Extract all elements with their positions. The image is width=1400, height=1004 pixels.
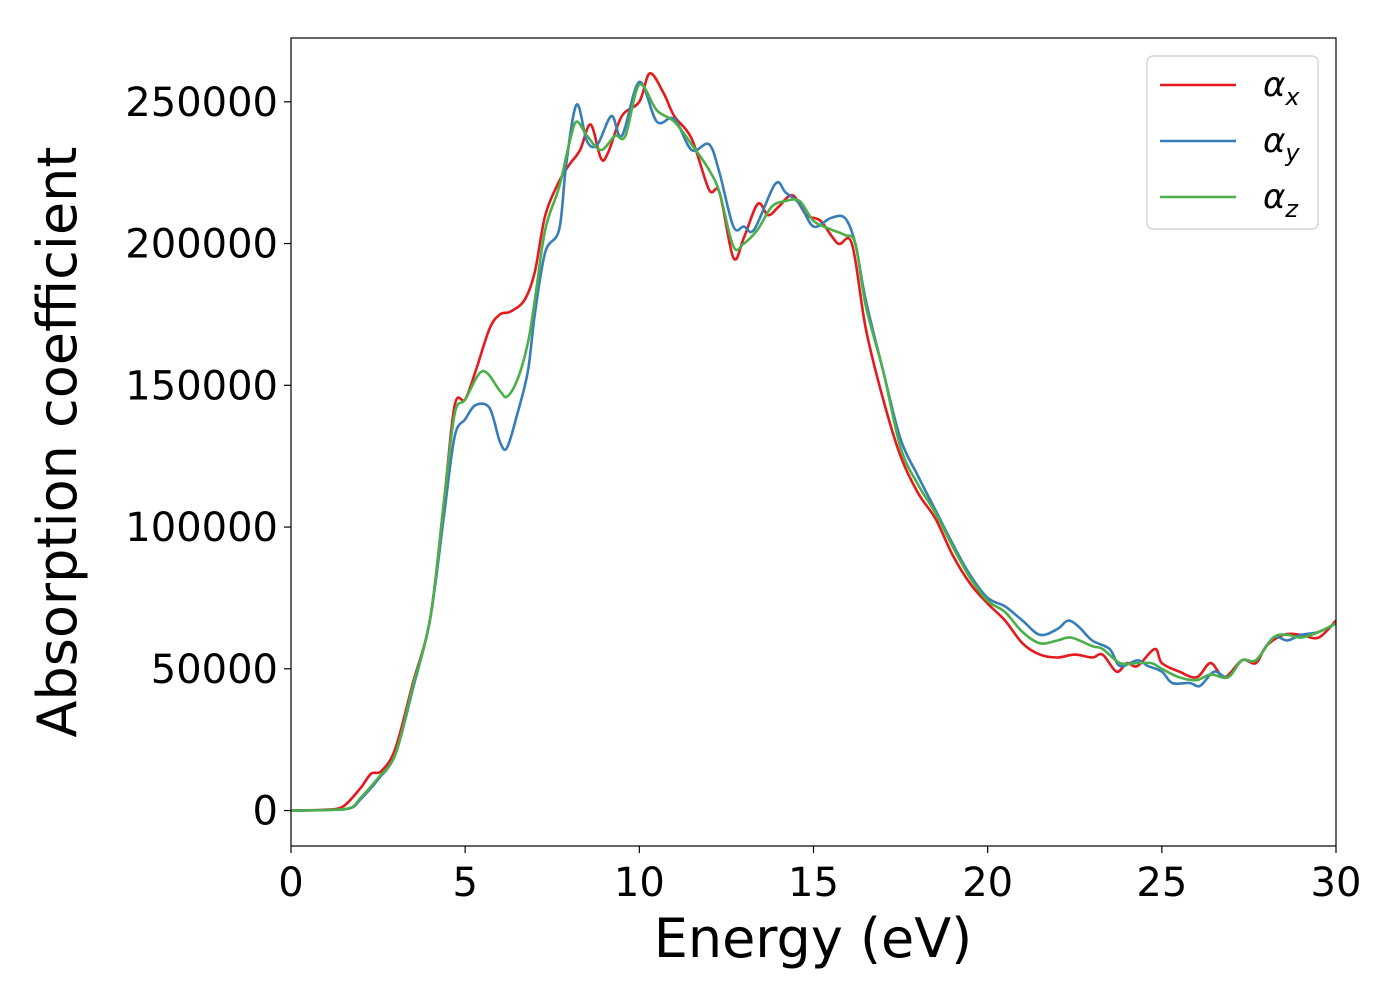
legend-label: αx bbox=[1263, 65, 1300, 111]
x-tick-label: 20 bbox=[962, 860, 1013, 906]
x-tick-label: 25 bbox=[1136, 860, 1187, 906]
legend-box bbox=[1146, 55, 1319, 230]
legend-label: αy bbox=[1263, 121, 1300, 167]
legend-label: αz bbox=[1263, 177, 1299, 223]
x-axis-label: Energy (eV) bbox=[654, 907, 973, 970]
x-tick-label: 5 bbox=[452, 860, 477, 906]
y-tick-label: 150000 bbox=[125, 363, 278, 409]
plot-area bbox=[291, 72, 1336, 812]
y-tick-label: 50000 bbox=[151, 647, 278, 693]
series-line-y bbox=[291, 80, 1336, 812]
series-line-x bbox=[291, 72, 1336, 812]
y-tick-label: 250000 bbox=[125, 80, 278, 126]
x-tick-label: 30 bbox=[1311, 860, 1362, 906]
legend: αx αy αz bbox=[1146, 55, 1319, 230]
x-tick-label: 15 bbox=[788, 860, 839, 906]
x-axis: 0 5 10 15 20 25 30 bbox=[278, 846, 1361, 906]
y-axis: 0 50000 100000 150000 200000 250000 bbox=[125, 80, 291, 835]
y-tick-label: 0 bbox=[253, 789, 278, 835]
x-tick-label: 10 bbox=[614, 860, 665, 906]
y-axis-label: Absorption coefficient bbox=[26, 147, 89, 738]
y-tick-label: 200000 bbox=[125, 222, 278, 268]
y-tick-label: 100000 bbox=[125, 505, 278, 551]
x-tick-label: 0 bbox=[278, 860, 303, 906]
series-line-z bbox=[291, 83, 1336, 812]
